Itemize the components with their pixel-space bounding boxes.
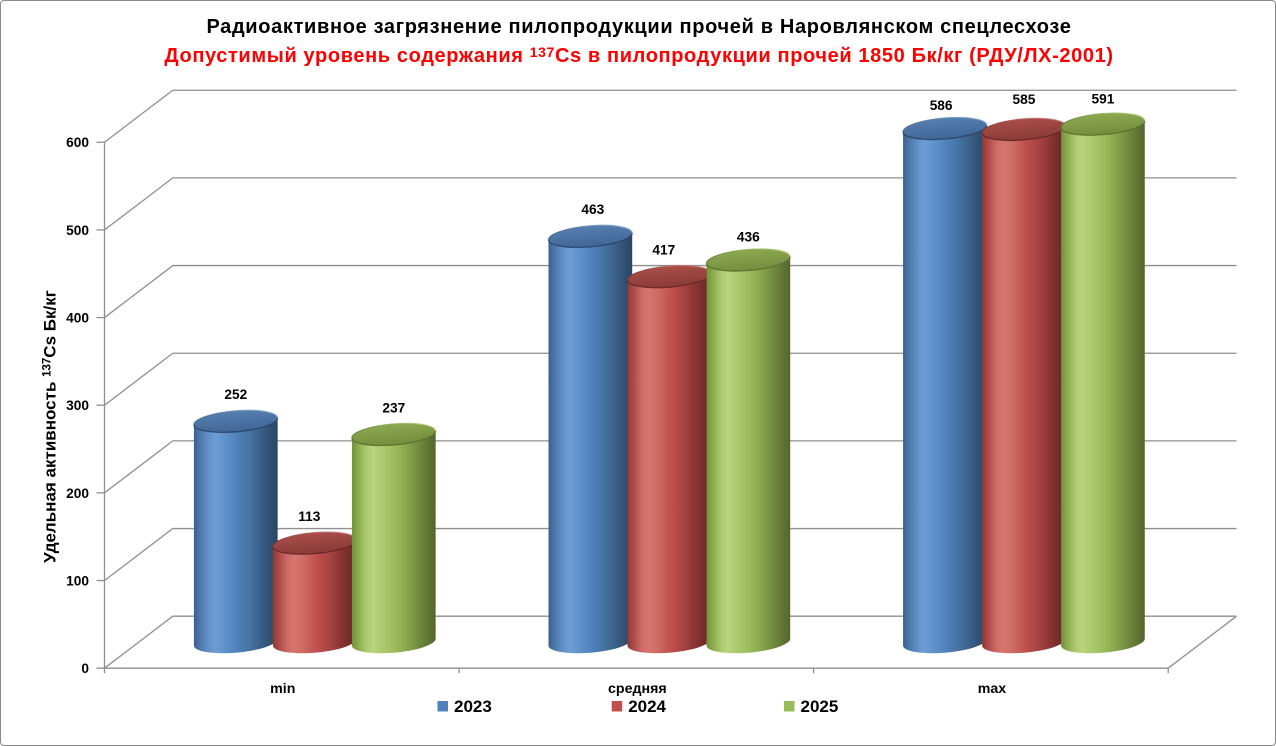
svg-text:200: 200 bbox=[66, 486, 89, 501]
svg-text:300: 300 bbox=[66, 398, 89, 413]
svg-text:586: 586 bbox=[930, 98, 953, 113]
svg-text:463: 463 bbox=[581, 202, 604, 217]
svg-text:Удельная активность 137Cs Бк/к: Удельная активность 137Cs Бк/кг bbox=[41, 290, 60, 563]
svg-text:113: 113 bbox=[298, 509, 320, 524]
svg-text:2024: 2024 bbox=[628, 697, 666, 716]
svg-text:237: 237 bbox=[382, 400, 405, 415]
svg-text:400: 400 bbox=[66, 311, 89, 326]
svg-text:min: min bbox=[270, 681, 295, 697]
svg-text:252: 252 bbox=[224, 387, 247, 402]
svg-text:2023: 2023 bbox=[454, 697, 492, 716]
svg-text:500: 500 bbox=[66, 223, 89, 238]
svg-text:417: 417 bbox=[652, 243, 675, 258]
svg-text:600: 600 bbox=[66, 135, 89, 150]
svg-text:Радиоактивное загрязнение пило: Радиоактивное загрязнение пилопродукции … bbox=[206, 16, 1071, 38]
svg-text:Допустимый уровень содержания: Допустимый уровень содержания 137Cs в пи… bbox=[164, 44, 1113, 67]
svg-text:средняя: средняя bbox=[608, 681, 667, 697]
svg-text:591: 591 bbox=[1091, 91, 1114, 106]
svg-text:2025: 2025 bbox=[801, 697, 839, 716]
svg-text:585: 585 bbox=[1012, 92, 1035, 107]
svg-text:436: 436 bbox=[737, 230, 760, 245]
svg-text:0: 0 bbox=[81, 661, 89, 676]
svg-text:max: max bbox=[978, 681, 1007, 697]
svg-text:100: 100 bbox=[66, 574, 89, 589]
